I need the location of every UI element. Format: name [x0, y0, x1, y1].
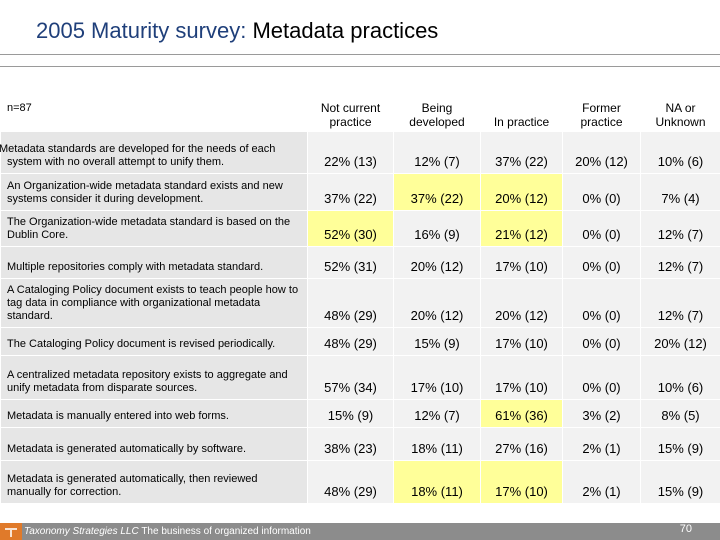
value-cell: 37% (22): [480, 131, 563, 174]
table-row: A Cataloging Policy document exists to t…: [0, 278, 720, 328]
table-row: Metadata is generated automatically, the…: [0, 460, 720, 504]
value-cell: 20% (12): [393, 278, 481, 328]
page-title: 2005 Maturity survey: Metadata practices: [36, 18, 438, 44]
survey-table: n=87 Not current practice Being develope…: [0, 86, 720, 504]
column-header: In practice: [480, 86, 563, 132]
value-cell: 15% (9): [393, 327, 481, 356]
question-label: Metadata is manually entered into web fo…: [0, 399, 308, 428]
footer-text: Taxonomy Strategies LLC The business of …: [24, 526, 311, 537]
question-label: An Organization-wide metadata standard e…: [0, 173, 308, 211]
value-cell: 7% (4): [640, 173, 720, 211]
value-cell: 38% (23): [307, 427, 394, 461]
footer-tagline: The business of organized information: [141, 526, 311, 537]
table-row: The Organization-wide metadata standard …: [0, 210, 720, 247]
value-cell: 16% (9): [393, 210, 481, 247]
column-header: Former practice: [562, 86, 641, 132]
value-cell: 0% (0): [562, 278, 641, 328]
table-row: The Cataloging Policy document is revise…: [0, 327, 720, 356]
logo-icon: [0, 523, 22, 540]
value-cell: 20% (12): [393, 246, 481, 279]
value-cell: 27% (16): [480, 427, 563, 461]
question-label: Metadata is generated automatically by s…: [0, 427, 308, 461]
value-cell: 0% (0): [562, 210, 641, 247]
table-row: Multiple repositories comply with metada…: [0, 246, 720, 279]
value-cell: 17% (10): [393, 355, 481, 400]
value-cell: 17% (10): [480, 246, 563, 279]
table-row: Metadata standards are developed for the…: [0, 131, 720, 174]
value-cell: 52% (30): [307, 210, 394, 247]
value-cell: 20% (12): [480, 173, 563, 211]
value-cell: 18% (11): [393, 460, 481, 504]
question-label: A Cataloging Policy document exists to t…: [0, 278, 308, 328]
value-cell: 21% (12): [480, 210, 563, 247]
question-label: The Organization-wide metadata standard …: [0, 210, 308, 247]
value-cell: 10% (6): [640, 355, 720, 400]
value-cell: 0% (0): [562, 173, 641, 211]
value-cell: 37% (22): [393, 173, 481, 211]
table-row: An Organization-wide metadata standard e…: [0, 173, 720, 211]
column-header: Being developed: [393, 86, 481, 132]
page-number: 70: [679, 523, 692, 535]
value-cell: 12% (7): [393, 131, 481, 174]
title-rest: Metadata practices: [252, 18, 439, 43]
value-cell: 18% (11): [393, 427, 481, 461]
value-cell: 22% (13): [307, 131, 394, 174]
question-label: Metadata standards are developed for the…: [0, 131, 308, 174]
table-row: Metadata is generated automatically by s…: [0, 427, 720, 461]
value-cell: 52% (31): [307, 246, 394, 279]
value-cell: 0% (0): [562, 246, 641, 279]
value-cell: 15% (9): [640, 427, 720, 461]
value-cell: 12% (7): [640, 246, 720, 279]
value-cell: 48% (29): [307, 460, 394, 504]
value-cell: 57% (34): [307, 355, 394, 400]
table-row: Metadata is manually entered into web fo…: [0, 399, 720, 428]
value-cell: 48% (29): [307, 278, 394, 328]
question-label: Multiple repositories comply with metada…: [0, 246, 308, 279]
value-cell: 61% (36): [480, 399, 563, 428]
value-cell: 20% (12): [640, 327, 720, 356]
value-cell: 48% (29): [307, 327, 394, 356]
sample-size-label: n=87: [0, 86, 308, 132]
value-cell: 37% (22): [307, 173, 394, 211]
value-cell: 12% (7): [393, 399, 481, 428]
value-cell: 0% (0): [562, 355, 641, 400]
question-label: Metadata is generated automatically, the…: [0, 460, 308, 504]
value-cell: 8% (5): [640, 399, 720, 428]
column-header: NA or Unknown: [640, 86, 720, 132]
table-row: A centralized metadata repository exists…: [0, 355, 720, 400]
value-cell: 15% (9): [307, 399, 394, 428]
value-cell: 2% (1): [562, 427, 641, 461]
question-label: A centralized metadata repository exists…: [0, 355, 308, 400]
value-cell: 17% (10): [480, 355, 563, 400]
footer-brand: Taxonomy Strategies LLC: [24, 526, 139, 537]
value-cell: 17% (10): [480, 327, 563, 356]
value-cell: 12% (7): [640, 210, 720, 247]
value-cell: 17% (10): [480, 460, 563, 504]
value-cell: 15% (9): [640, 460, 720, 504]
value-cell: 10% (6): [640, 131, 720, 174]
question-label: The Cataloging Policy document is revise…: [0, 327, 308, 356]
column-header: Not current practice: [307, 86, 394, 132]
value-cell: 0% (0): [562, 327, 641, 356]
title-lead: 2005 Maturity survey:: [36, 18, 247, 43]
value-cell: 12% (7): [640, 278, 720, 328]
value-cell: 2% (1): [562, 460, 641, 504]
header-row: n=87 Not current practice Being develope…: [0, 86, 720, 132]
title-rule: [0, 54, 720, 55]
footer-bar: Taxonomy Strategies LLC The business of …: [0, 523, 720, 540]
title-rule-lower: [0, 66, 720, 67]
value-cell: 20% (12): [480, 278, 563, 328]
value-cell: 20% (12): [562, 131, 641, 174]
value-cell: 3% (2): [562, 399, 641, 428]
